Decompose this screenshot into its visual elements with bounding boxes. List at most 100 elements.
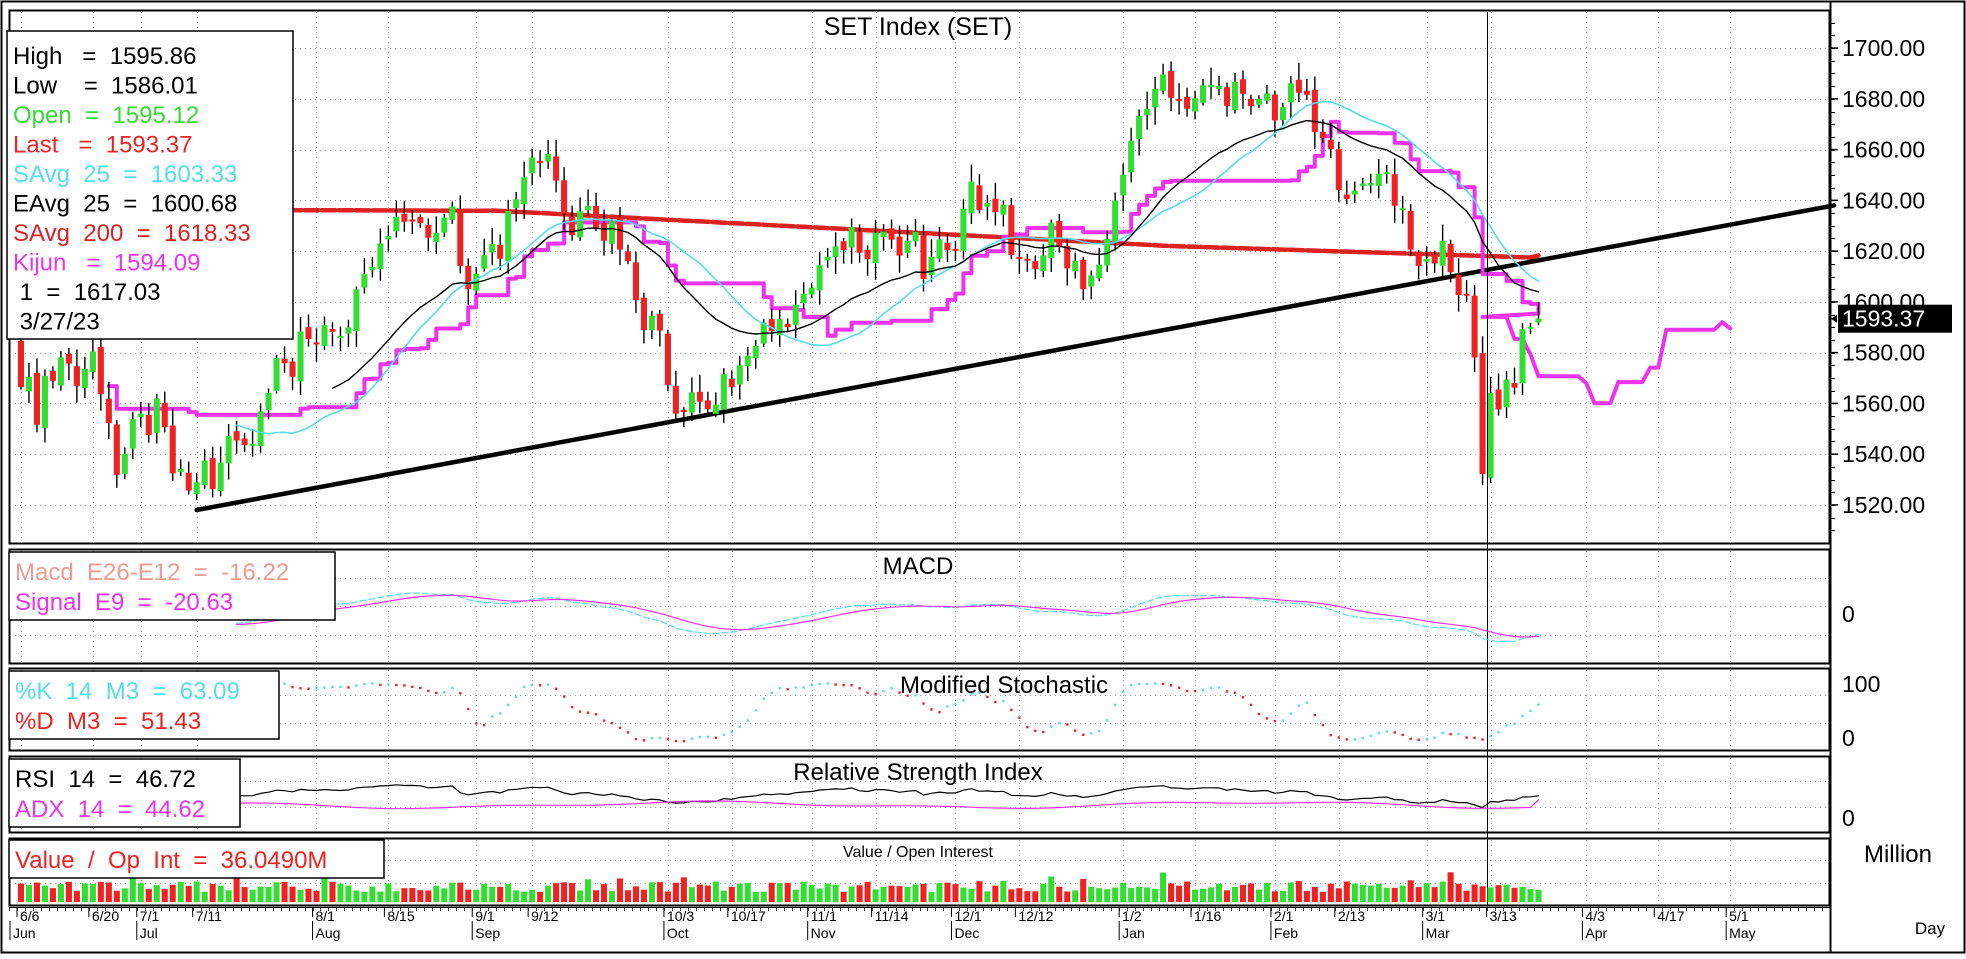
- candle-body: [1112, 200, 1119, 242]
- value-bar: [121, 888, 128, 902]
- stoch-point: [586, 711, 590, 714]
- x-date-label: 12/1: [954, 908, 981, 924]
- stoch-point: [1121, 690, 1125, 694]
- stoch-point: [1345, 738, 1348, 741]
- stoch-point: [1465, 736, 1468, 739]
- stoch-point: [842, 683, 845, 687]
- candle-body: [1487, 393, 1494, 478]
- candle-body: [992, 198, 999, 213]
- candle-body: [113, 424, 120, 475]
- legend-entry: SAvg 200 = 1618.33: [13, 220, 251, 247]
- stoch-point: [834, 683, 837, 686]
- stoch-point: [570, 705, 574, 709]
- value-bar: [417, 890, 424, 902]
- candle-body: [1415, 252, 1422, 267]
- candle-body: [225, 436, 232, 464]
- candle-body: [1479, 353, 1486, 475]
- value-bar: [1455, 883, 1462, 902]
- stoch-point: [1201, 688, 1205, 692]
- stoch-point: [914, 693, 917, 697]
- stoch-point: [1329, 733, 1333, 737]
- stoch-point: [626, 731, 630, 734]
- candle: [1016, 239, 1023, 275]
- candle-body: [1239, 79, 1247, 94]
- stoch-point: [411, 685, 414, 689]
- candle: [65, 348, 72, 381]
- stoch-point: [379, 683, 382, 687]
- candle: [1152, 76, 1159, 125]
- value-bar: [592, 890, 600, 902]
- candle: [417, 214, 424, 228]
- candle: [1279, 102, 1286, 126]
- value-bar: [1383, 887, 1390, 902]
- candle-body: [417, 217, 424, 224]
- stoch-point: [435, 691, 438, 695]
- macd-legend-box: [8, 551, 336, 621]
- candle-body: [880, 231, 887, 237]
- stoch-point: [331, 685, 334, 689]
- value-bar: [1255, 889, 1262, 902]
- value-bar: [1144, 887, 1151, 902]
- candle: [1495, 373, 1502, 416]
- candle-body: [928, 256, 935, 275]
- macd-legend-entry: Macd E26-E12 = -16.22: [15, 559, 289, 586]
- candle-body: [1311, 89, 1318, 132]
- candle: [409, 210, 416, 235]
- value-bar: [1120, 882, 1127, 902]
- stoch-point: [347, 686, 350, 689]
- stoch-point: [1058, 721, 1061, 725]
- x-month-label: Sep: [475, 925, 500, 941]
- candle: [137, 401, 144, 428]
- candle-body: [664, 333, 671, 385]
- candle: [281, 346, 288, 373]
- value-bar: [1463, 890, 1470, 902]
- candle: [569, 205, 576, 241]
- candle: [1463, 280, 1470, 302]
- candle-body: [273, 357, 280, 391]
- stoch-point: [403, 684, 406, 687]
- stoch-point: [778, 687, 781, 690]
- legend-entry: Kijun = 1594.09: [13, 250, 200, 277]
- stoch-point: [1082, 733, 1085, 736]
- candle: [17, 337, 25, 390]
- x-date-label: 5/1: [1729, 908, 1749, 924]
- candle: [89, 335, 96, 380]
- value-bar: [1056, 886, 1063, 902]
- candle: [1375, 158, 1382, 199]
- value-bar: [41, 885, 48, 902]
- candle-body: [1104, 238, 1111, 266]
- value-bar: [1263, 882, 1270, 902]
- value-bar: [680, 877, 687, 902]
- candle: [49, 366, 56, 389]
- value-bar: [529, 889, 536, 902]
- candle-body: [505, 211, 512, 262]
- stoch-point: [690, 737, 694, 740]
- candle: [856, 224, 863, 263]
- candle: [808, 283, 815, 298]
- value-bars: [17, 872, 1542, 902]
- candle: [800, 282, 807, 310]
- x-month-label: Nov: [811, 925, 836, 941]
- candle: [1247, 94, 1254, 115]
- stoch-point: [1209, 686, 1213, 690]
- candle: [1303, 78, 1310, 100]
- panel-gridlines-3: [10, 860, 1830, 884]
- candle-body: [49, 371, 56, 381]
- value-bar: [768, 882, 775, 902]
- value-bar: [33, 882, 40, 902]
- x-date-label: 10/17: [731, 908, 766, 924]
- value-bar: [1040, 883, 1047, 902]
- candle: [313, 328, 320, 362]
- candle-body: [585, 205, 592, 211]
- candle: [936, 226, 943, 263]
- candle: [297, 317, 304, 396]
- candle-body: [305, 327, 312, 339]
- value-bar: [1375, 883, 1382, 902]
- value-bar: [608, 891, 616, 902]
- value-bar: [952, 884, 959, 902]
- candle: [1535, 301, 1542, 326]
- stoch-point: [610, 721, 614, 725]
- value-bar: [1399, 885, 1406, 902]
